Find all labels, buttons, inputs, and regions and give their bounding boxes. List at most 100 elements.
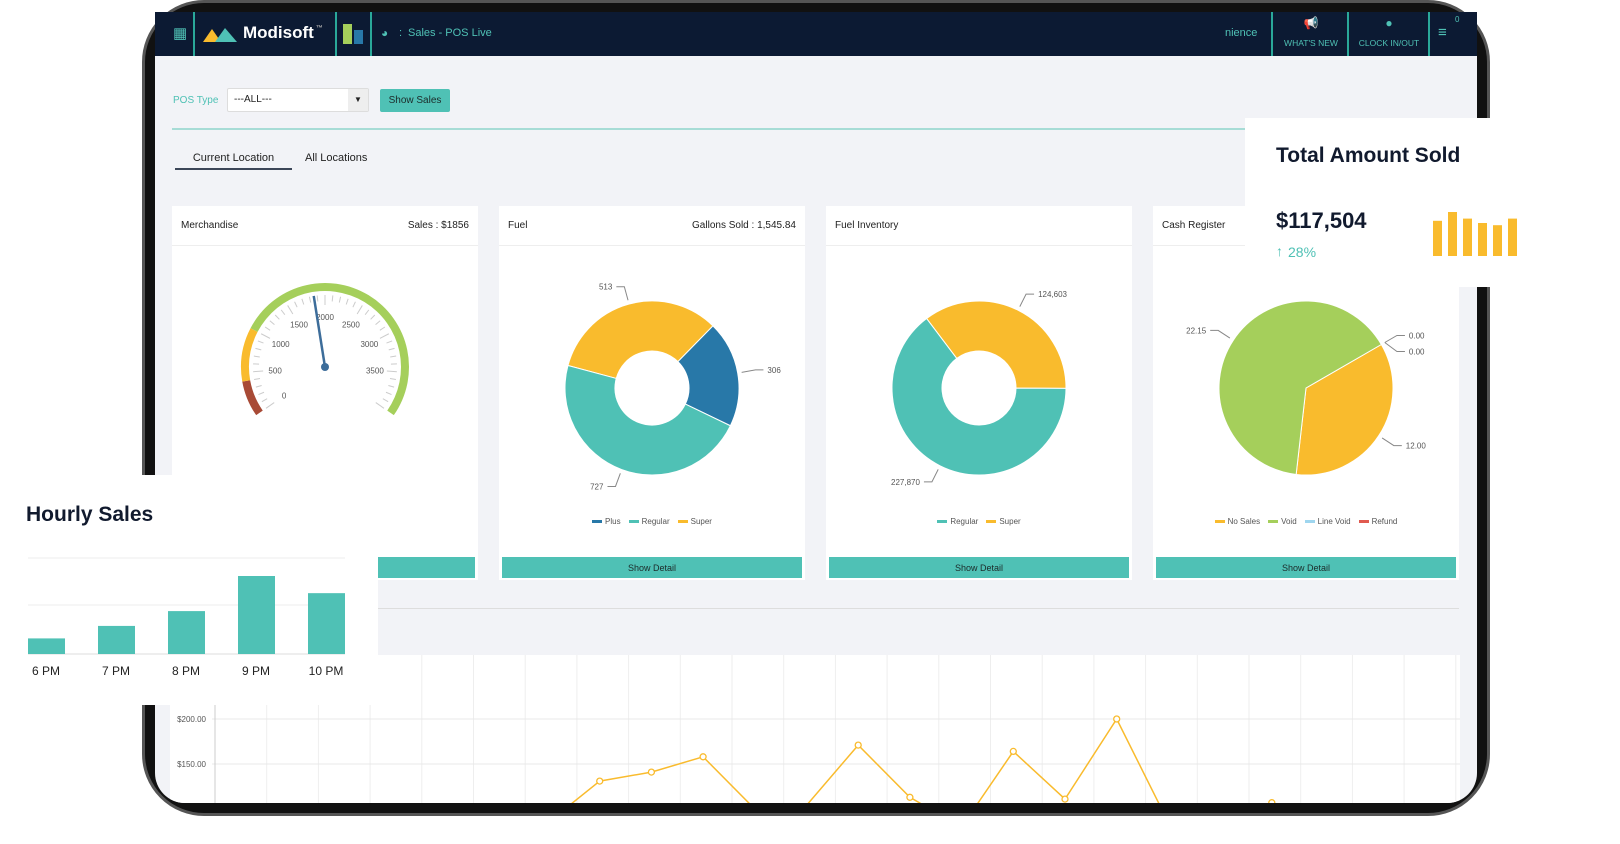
pie-label-leader bbox=[1384, 342, 1405, 352]
pie-label-leader bbox=[923, 469, 939, 483]
gauge-tick-label: 1000 bbox=[272, 340, 290, 349]
pie-data-label: 513 bbox=[599, 283, 613, 292]
gauge-tick bbox=[260, 333, 271, 339]
legend-item[interactable]: Void bbox=[1268, 517, 1297, 526]
legend-item[interactable]: No Sales bbox=[1214, 517, 1260, 526]
chart-legend: Plus Regular Super bbox=[499, 517, 805, 526]
pie-data-label: 124,603 bbox=[1038, 290, 1067, 299]
whats-new-button[interactable]: WHAT'S NEW bbox=[1284, 38, 1338, 48]
top-navbar: ▦ Modisoft ™ ◕ : Sales - POS Live nience … bbox=[155, 12, 1477, 56]
legend-item[interactable]: Super bbox=[677, 517, 712, 526]
pie-data-label: 306 bbox=[767, 366, 781, 375]
notification-badge: 0 bbox=[1455, 15, 1460, 24]
brand-name: Modisoft bbox=[243, 23, 314, 42]
total-amount-panel: Total Amount Sold $117,504 ↑ 28% bbox=[1245, 118, 1520, 287]
show-detail-button[interactable]: Show Detail bbox=[502, 557, 802, 578]
pie-label-leader bbox=[1210, 329, 1231, 339]
breadcrumb[interactable]: Sales - POS Live bbox=[408, 27, 492, 39]
gauge-tick bbox=[280, 309, 286, 315]
hourly-sales-bar-chart: 6 PM 7 PM 8 PM 9 PM 10 PM bbox=[28, 557, 345, 678]
divider bbox=[172, 128, 1462, 130]
gauge-band bbox=[250, 283, 409, 416]
pie-data-label: 12.00 bbox=[1406, 442, 1427, 451]
chart-background bbox=[170, 655, 1460, 803]
bar bbox=[98, 625, 135, 654]
show-detail-button[interactable]: Show Detail bbox=[829, 557, 1129, 578]
gauge-tick bbox=[331, 295, 334, 302]
legend-item[interactable]: Regular bbox=[628, 517, 670, 526]
total-amount-value: $117,504 bbox=[1276, 208, 1367, 233]
pos-type-label: POS Type bbox=[173, 95, 219, 106]
gauge-tick bbox=[345, 298, 349, 305]
sales-line-chart: $200.00$150.00$100.00 bbox=[170, 655, 1460, 803]
card-stat: Sales : $1856 bbox=[407, 220, 469, 231]
user-name[interactable]: nience bbox=[1225, 27, 1258, 39]
card-title: Fuel Inventory bbox=[835, 220, 899, 231]
card-title: Merchandise bbox=[181, 220, 239, 231]
legend-item[interactable]: Refund bbox=[1358, 517, 1397, 526]
data-point bbox=[1268, 799, 1276, 803]
change-up-arrow-icon: ↑ bbox=[1276, 243, 1283, 259]
pos-type-select[interactable]: ---ALL--- ▼ bbox=[227, 88, 369, 112]
apps-grid-icon[interactable]: ▦ bbox=[173, 25, 188, 42]
gauge-tick bbox=[264, 326, 271, 331]
legend-item[interactable]: Regular bbox=[937, 517, 978, 526]
pie-slice bbox=[1295, 343, 1394, 476]
pie-data-label: 0.00 bbox=[1409, 332, 1425, 341]
breadcrumb-sep: : bbox=[399, 27, 403, 39]
gauge-tick-label: 0 bbox=[282, 392, 287, 401]
change-percent: 28% bbox=[1288, 244, 1317, 260]
tab-current-location[interactable]: Current Location bbox=[175, 152, 292, 170]
gauge-tick bbox=[254, 377, 261, 380]
fuel-inventory-card: Fuel Inventory 124,603 227,870 Regular Sup… bbox=[826, 206, 1132, 580]
hourly-sales-title: Hourly Sales bbox=[26, 503, 154, 526]
show-detail-button[interactable]: Show Detail bbox=[1156, 557, 1456, 578]
gauge-tick-label: 500 bbox=[268, 366, 282, 375]
megaphone-icon[interactable]: 📢 bbox=[1303, 16, 1319, 30]
total-spark-bars bbox=[1433, 212, 1517, 256]
total-amount-title: Total Amount Sold bbox=[1276, 144, 1461, 167]
chevron-down-icon[interactable]: ▼ bbox=[348, 89, 368, 111]
product-logo-icon bbox=[343, 24, 363, 44]
spark-bar bbox=[1448, 212, 1457, 256]
clock-icon[interactable]: ● bbox=[1385, 16, 1393, 30]
gauge-tick bbox=[375, 402, 385, 409]
x-tick-label: 7 PM bbox=[102, 664, 130, 678]
x-tick-label: 10 PM bbox=[309, 664, 344, 678]
clock-in-out-button[interactable]: CLOCK IN/OUT bbox=[1358, 38, 1420, 48]
gauge-band bbox=[241, 328, 258, 382]
gauge-tick bbox=[379, 333, 390, 339]
gauge-tick bbox=[379, 326, 386, 331]
spark-bar bbox=[1433, 220, 1442, 256]
data-point bbox=[647, 768, 656, 776]
gauge-tick bbox=[388, 347, 395, 351]
legend-item[interactable]: Plus bbox=[592, 517, 621, 526]
legend-item[interactable]: Line Void bbox=[1304, 517, 1351, 526]
x-tick-label: 8 PM bbox=[172, 664, 200, 678]
menu-icon[interactable]: ≡ bbox=[1438, 24, 1447, 41]
gauge-tick bbox=[265, 402, 275, 409]
divider bbox=[172, 608, 1459, 609]
bar bbox=[168, 611, 205, 654]
gauge-needle-hub bbox=[321, 363, 329, 371]
pie-label-leader bbox=[741, 369, 764, 373]
cash-register-pie-chart: 12.00 22.15 0.00 0.00 bbox=[1186, 300, 1427, 476]
pie-slice bbox=[567, 300, 714, 380]
pie-label-leader bbox=[616, 286, 629, 301]
gauge-tick-label: 2000 bbox=[316, 313, 334, 322]
brand[interactable]: Modisoft ™ bbox=[243, 23, 323, 43]
gauge-tick bbox=[294, 301, 298, 308]
tab-all-locations[interactable]: All Locations bbox=[305, 152, 368, 164]
gauge-tick bbox=[338, 296, 342, 303]
gauge-tick-label: 2500 bbox=[342, 320, 360, 329]
bar bbox=[238, 576, 275, 654]
gauge-tick bbox=[316, 295, 319, 302]
show-sales-button[interactable]: Show Sales bbox=[380, 89, 450, 112]
pie-data-label: 727 bbox=[590, 482, 604, 491]
gauge-tick bbox=[301, 298, 305, 305]
sales-gauge: 0 500 1000 1500 2000 2500 3000 3500 bbox=[241, 283, 409, 416]
fuel-inventory-donut-chart: 124,603 227,870 bbox=[891, 290, 1068, 487]
legend-item[interactable]: Super bbox=[986, 517, 1021, 526]
spark-bar bbox=[1493, 225, 1502, 256]
gauge-tick bbox=[253, 370, 264, 373]
